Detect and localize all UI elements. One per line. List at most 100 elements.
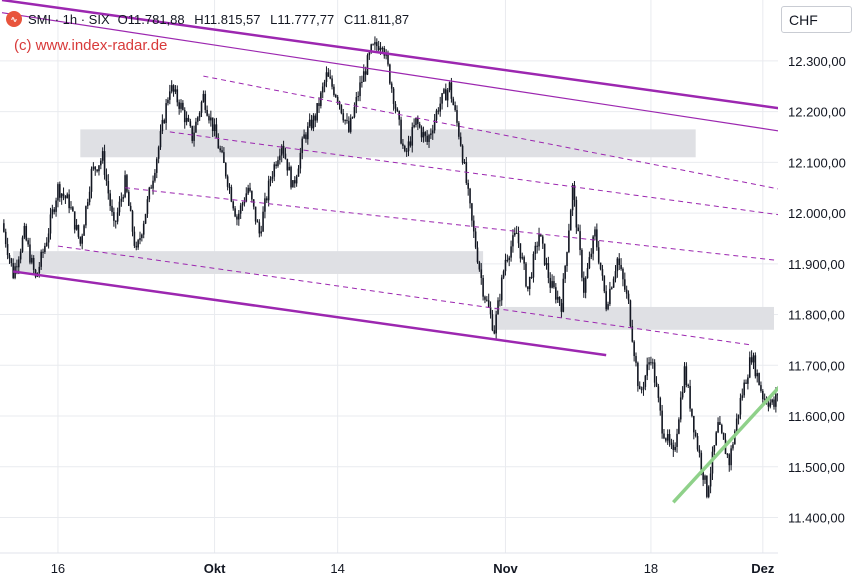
candle-body [653, 362, 656, 383]
candle-body [305, 134, 307, 140]
candle-body [103, 151, 106, 175]
candle-body [161, 120, 164, 132]
candle-body [77, 224, 80, 237]
candle-body [202, 93, 205, 103]
candle-body [329, 76, 331, 79]
candle-body [372, 44, 374, 46]
candle-body [51, 209, 54, 215]
candle-body [502, 271, 505, 278]
x-tick-label: Nov [493, 561, 518, 576]
candle-body [644, 375, 647, 387]
candle-body [525, 263, 527, 287]
candle-body [458, 122, 460, 137]
candle-body [180, 102, 182, 109]
candle-body [219, 148, 221, 151]
candle-body [334, 94, 337, 97]
candle-body [174, 89, 177, 92]
candle-body [758, 373, 760, 386]
candle-body [370, 44, 373, 53]
candle-body [403, 145, 406, 151]
ohlc-values: O11.781,88 H11.815,57 L11.777,77 C11.811… [118, 12, 416, 27]
candle-body [469, 188, 471, 204]
trend-line-2[interactable] [13, 270, 607, 357]
candle-body [96, 169, 98, 172]
currency-selector[interactable]: CHF [781, 6, 852, 33]
candle-body [663, 433, 665, 439]
candle-body [748, 357, 751, 378]
candle-body [210, 117, 212, 121]
candle-body [167, 99, 169, 104]
candle-body [258, 222, 261, 234]
candle-body [316, 103, 318, 121]
candle-body [88, 191, 91, 203]
candle-body [196, 117, 199, 122]
candle-body [182, 102, 184, 110]
candle-body [536, 245, 538, 247]
candle-body [152, 180, 154, 189]
trend-line-1[interactable] [1, 12, 786, 133]
candle-body [722, 432, 725, 440]
candle-body [72, 207, 74, 212]
candle-body [426, 135, 428, 142]
candle-body [62, 193, 65, 196]
trend-line-4[interactable] [169, 131, 786, 217]
trend-line-0[interactable] [1, 0, 786, 111]
candle-body [310, 119, 313, 129]
candle-body [521, 257, 524, 259]
x-tick-label: Dez [751, 561, 775, 576]
candle-body [590, 253, 593, 258]
candle-body [538, 234, 540, 247]
candle-body [40, 251, 42, 267]
candle-body [543, 243, 546, 265]
candle-body [336, 96, 339, 102]
candle-body [665, 438, 667, 441]
candle-body [504, 259, 507, 272]
candle-body [381, 47, 384, 49]
candle-body [752, 355, 755, 363]
candle-body [767, 403, 770, 407]
candle-body [85, 206, 87, 226]
trend-line-5[interactable] [125, 187, 786, 262]
trend-line-7[interactable] [672, 379, 787, 504]
candle-body [762, 390, 764, 400]
candle-body [109, 193, 111, 206]
symbol-title[interactable]: SMI · 1h · SIX [28, 11, 110, 27]
x-tick-label: 18 [644, 561, 658, 576]
candle-body [126, 175, 128, 192]
candle-body [467, 183, 469, 189]
candle-body [616, 258, 619, 272]
candle-body [720, 424, 723, 433]
candle-body [325, 72, 328, 82]
candle-body [773, 399, 775, 407]
candle-body [122, 197, 125, 199]
candle-body [224, 162, 227, 177]
candle-body [228, 186, 231, 188]
candle-body [47, 233, 50, 243]
candle-body [124, 175, 126, 198]
candle-body [394, 103, 397, 109]
candle-body [19, 251, 22, 260]
candle-body [321, 86, 324, 93]
candle-body [747, 377, 749, 384]
candle-body [681, 391, 684, 398]
candle-body [683, 366, 686, 392]
candle-body [640, 389, 643, 391]
candle-body [678, 419, 680, 434]
candle-body [68, 194, 70, 209]
time-axis-bg [0, 553, 778, 583]
candle-body [443, 89, 445, 94]
candle-body [437, 110, 440, 112]
candle-body [191, 125, 194, 141]
candle-body [579, 231, 581, 250]
candle-body [38, 266, 41, 274]
candle-body [769, 402, 772, 407]
candle-body [603, 275, 606, 292]
candle-body [288, 166, 290, 171]
candle-body [213, 124, 216, 132]
candle-body [446, 90, 449, 101]
candle-body [497, 300, 499, 315]
candle-body [428, 135, 430, 142]
candle-body [113, 212, 115, 221]
candle-body [55, 200, 57, 212]
